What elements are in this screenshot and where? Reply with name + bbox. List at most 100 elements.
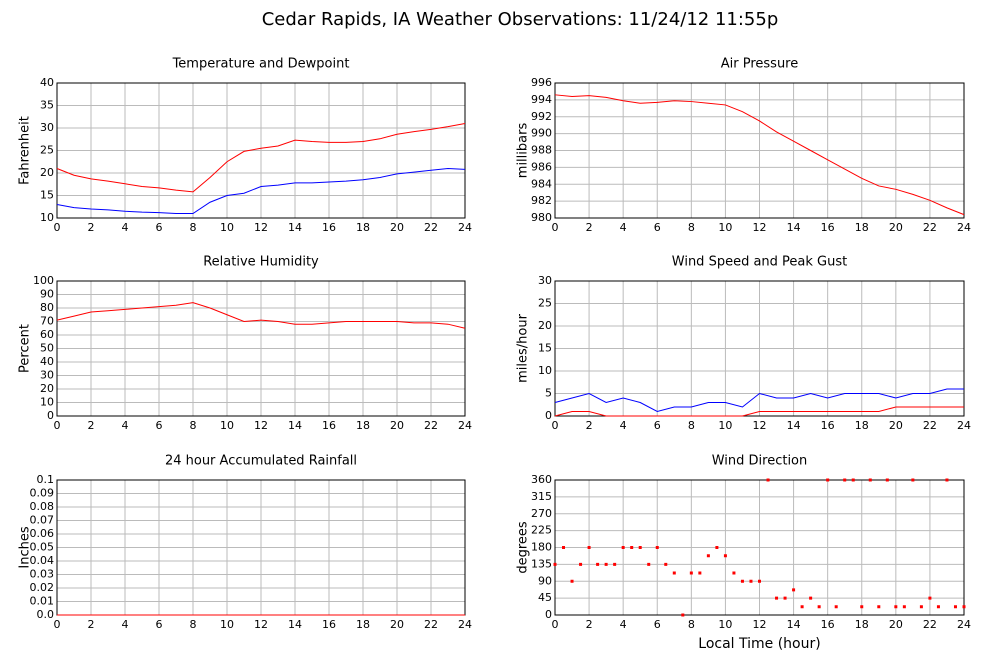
y-tick-label: 0.07 — [30, 514, 55, 527]
y-axis-label: miles/hour — [516, 313, 531, 382]
point — [681, 613, 685, 617]
page-title: Cedar Rapids, IA Weather Observations: 1… — [262, 9, 779, 30]
x-tick-label: 2 — [88, 221, 95, 234]
x-tick-label: 0 — [552, 221, 559, 234]
point — [630, 546, 634, 549]
x-tick-label: 14 — [787, 221, 801, 234]
x-tick-label: 12 — [254, 221, 268, 234]
y-axis-label: degrees — [516, 521, 531, 574]
x-tick-label: 8 — [190, 618, 197, 631]
x-tick-label: 14 — [787, 419, 801, 432]
x-tick-label: 16 — [821, 618, 835, 631]
x-tick-label: 14 — [787, 618, 801, 631]
plot-frame — [554, 82, 965, 219]
y-tick-label: 315 — [531, 490, 552, 503]
y-tick-label: 984 — [531, 177, 552, 190]
x-tick-label: 8 — [688, 618, 695, 631]
point — [562, 546, 566, 549]
y-tick-label: 0 — [47, 409, 54, 422]
chart-title: Wind Speed and Peak Gust — [672, 255, 847, 270]
x-tick-label: 20 — [889, 618, 903, 631]
x-tick-label: 10 — [718, 618, 732, 631]
y-tick-label: 30 — [40, 121, 54, 134]
x-tick-label: 16 — [821, 419, 835, 432]
point — [953, 605, 957, 609]
y-tick-label: 20 — [538, 319, 552, 332]
y-tick-label: 982 — [531, 194, 552, 207]
point — [621, 546, 625, 549]
point — [638, 546, 642, 549]
point — [758, 579, 761, 583]
y-tick-label: 0.05 — [30, 541, 55, 554]
x-tick-label: 22 — [424, 221, 438, 234]
y-tick-label: 45 — [538, 591, 552, 604]
x-tick-label: 12 — [254, 419, 268, 432]
point — [613, 562, 617, 566]
y-tick-label: 135 — [531, 557, 552, 570]
point — [945, 478, 949, 482]
x-tick-label: 14 — [288, 618, 302, 631]
x-tick-label: 18 — [356, 419, 370, 432]
x-tick-label: 0 — [54, 419, 61, 432]
x-tick-label: 10 — [220, 419, 234, 432]
line — [554, 94, 965, 216]
point — [604, 562, 608, 566]
y-tick-label: 20 — [40, 166, 54, 179]
point — [655, 546, 659, 549]
y-tick-label: 50 — [40, 342, 54, 355]
x-tick-label: 16 — [322, 221, 336, 234]
point — [800, 605, 804, 609]
y-tick-label: 40 — [40, 76, 54, 89]
x-tick-label: 12 — [254, 618, 268, 631]
x-tick-label: 22 — [923, 618, 937, 631]
chart-title: Temperature and Dewpoint — [172, 57, 350, 72]
point — [826, 478, 830, 482]
y-axis-label: Inches — [18, 526, 33, 568]
x-tick-label: 20 — [390, 419, 404, 432]
x-tick-label: 10 — [220, 221, 234, 234]
x-tick-label: 24 — [458, 419, 472, 432]
y-tick-label: 996 — [531, 76, 552, 89]
x-tick-label: 18 — [356, 618, 370, 631]
x-tick-label: 6 — [654, 419, 661, 432]
y-tick-label: 10 — [40, 211, 54, 224]
line — [554, 406, 964, 417]
chart-title: Relative Humidity — [203, 255, 319, 270]
chart-title: Air Pressure — [721, 57, 799, 72]
y-tick-label: 30 — [538, 274, 552, 287]
point — [860, 605, 864, 609]
x-tick-label: 4 — [122, 419, 129, 432]
point — [689, 571, 693, 575]
x-tick-label: 0 — [54, 618, 61, 631]
plot-frame — [56, 280, 466, 417]
y-tick-label: 15 — [40, 189, 54, 202]
x-tick-label: 0 — [552, 419, 559, 432]
y-tick-label: 20 — [40, 382, 54, 395]
point — [723, 554, 727, 558]
x-tick-label: 20 — [889, 221, 903, 234]
x-tick-label: 18 — [356, 221, 370, 234]
x-tick-label: 18 — [855, 618, 869, 631]
y-tick-label: 0 — [545, 608, 552, 621]
y-tick-label: 90 — [538, 574, 552, 587]
x-tick-label: 22 — [923, 221, 937, 234]
y-tick-label: 225 — [531, 524, 552, 537]
x-tick-label: 20 — [390, 221, 404, 234]
y-tick-label: 25 — [538, 297, 552, 310]
x-tick-label: 24 — [957, 618, 971, 631]
plot-frame — [554, 280, 965, 417]
plot-frame — [56, 82, 466, 219]
y-tick-label: 80 — [40, 301, 54, 314]
y-axis-label: Fahrenheit — [18, 116, 33, 185]
x-tick-label: 20 — [889, 419, 903, 432]
y-axis-label: millibars — [516, 123, 531, 179]
x-tick-label: 4 — [620, 419, 627, 432]
y-tick-label: 180 — [531, 541, 552, 554]
point — [553, 562, 557, 566]
y-tick-label: 360 — [531, 473, 552, 486]
x-tick-label: 0 — [552, 618, 559, 631]
point — [919, 605, 923, 609]
line — [56, 167, 466, 214]
y-tick-label: 10 — [538, 364, 552, 377]
